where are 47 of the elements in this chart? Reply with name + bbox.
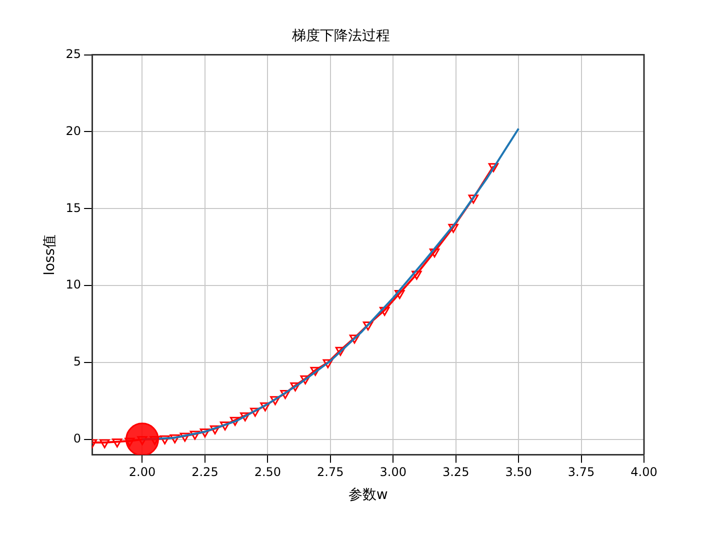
y-tick-label: 15: [66, 200, 82, 215]
point: [310, 366, 320, 376]
x-tick-label: 2.25: [192, 465, 218, 480]
point: [170, 434, 180, 444]
point: [488, 163, 499, 172]
y-tick-label: 0: [73, 432, 82, 446]
y-tick-label: 25: [66, 46, 82, 61]
point: [300, 375, 310, 384]
point: [448, 224, 458, 233]
point: [160, 435, 170, 444]
point: [190, 430, 200, 440]
x-tick-label: 2.50: [254, 465, 282, 480]
point: [200, 428, 210, 438]
point: [429, 248, 440, 258]
y-tick-label: 10: [66, 278, 82, 292]
point: [290, 382, 300, 392]
x-tick-label: 2.75: [317, 465, 344, 480]
x-tick-label: 3.50: [505, 465, 532, 480]
point: [468, 194, 478, 204]
point: [412, 270, 422, 280]
point: [280, 390, 290, 400]
point: [349, 334, 360, 344]
x-tick-label: 3.00: [380, 465, 406, 480]
point: [100, 439, 110, 448]
point: [362, 322, 374, 331]
point: [270, 396, 280, 406]
point: [210, 425, 220, 434]
x-axis-title: 参数w: [348, 487, 388, 504]
point: [322, 359, 333, 368]
y-tick-label: 5: [73, 354, 82, 369]
point: [394, 290, 405, 300]
point: [260, 402, 270, 412]
chart-title: 梯度下降法过程: [291, 28, 390, 44]
y-tick-label: 20: [66, 124, 82, 138]
x-tick-label: 3.75: [568, 465, 595, 480]
point: [380, 306, 390, 316]
point: [230, 416, 240, 426]
point: [112, 438, 122, 448]
x-tick-label: 3.25: [442, 465, 470, 480]
y-axis-title: loss值: [42, 234, 58, 276]
x-tick-label: 2.00: [128, 465, 156, 480]
point: [335, 346, 346, 356]
point: [250, 408, 260, 417]
point: [240, 412, 250, 422]
x-tick-label: 4.00: [630, 465, 658, 480]
point: [220, 422, 230, 431]
point: [180, 432, 190, 442]
